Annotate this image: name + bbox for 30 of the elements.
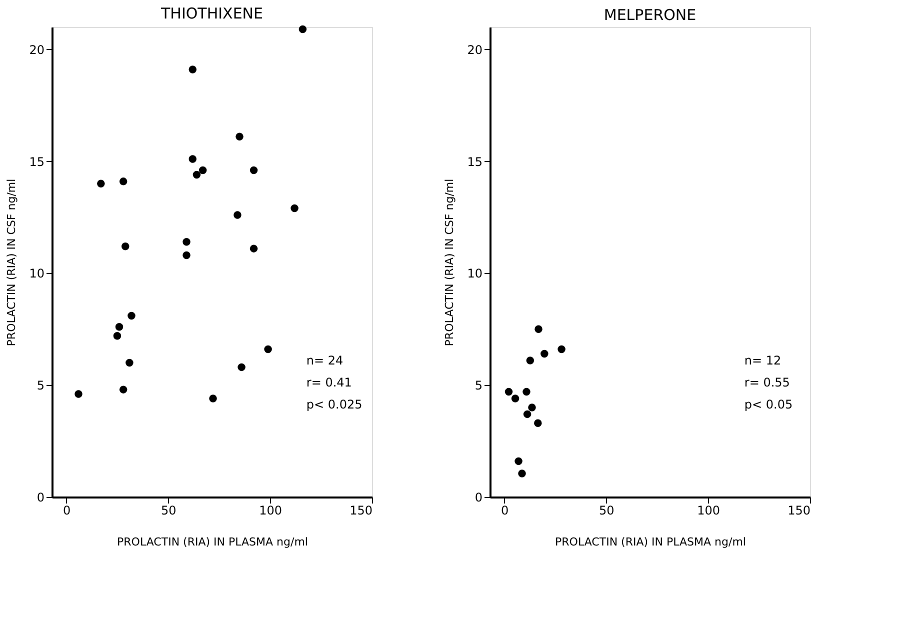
y-tick-label: 15 xyxy=(467,154,482,169)
annotation: r= 0.41 xyxy=(306,376,352,390)
y-tick-label: 5 xyxy=(474,378,482,393)
y-tick-label: 20 xyxy=(29,42,44,57)
y-tick-label: 5 xyxy=(36,378,44,393)
x-tick-label: 0 xyxy=(62,504,71,518)
y-tick-label: 0 xyxy=(474,490,482,504)
x-tick-label: 0 xyxy=(500,504,509,518)
y-tick-label: 20 xyxy=(467,42,482,57)
annotation: n= 24 xyxy=(306,354,344,368)
y-tick-label: 15 xyxy=(29,154,44,169)
x-tick-label: 100 xyxy=(697,504,720,518)
chart-title: THIOTHIXENE xyxy=(160,4,263,22)
y-axis-title: PROLACTIN (RIA) IN CSF ng/ml xyxy=(443,178,456,346)
y-tick-label: 10 xyxy=(29,266,44,281)
x-tick-label: 150 xyxy=(788,504,810,518)
annotation: n= 12 xyxy=(744,354,782,368)
x-axis-title: PROLACTIN (RIA) IN PLASMA ng/ml xyxy=(555,536,746,548)
y-axis-title: PROLACTIN (RIA) IN CSF ng/ml xyxy=(5,178,18,346)
x-axis-title: PROLACTIN (RIA) IN PLASMA ng/ml xyxy=(117,536,308,548)
x-tick-label: 50 xyxy=(161,504,176,518)
x-tick-label: 100 xyxy=(259,504,282,518)
x-tick-label: 150 xyxy=(350,504,372,518)
annotation: r= 0.55 xyxy=(744,376,790,390)
x-tick-label: 50 xyxy=(599,504,614,518)
y-tick-label: 0 xyxy=(36,490,44,504)
y-tick-label: 10 xyxy=(467,266,482,281)
annotation: p< 0.025 xyxy=(306,398,362,412)
chart-title: MELPERONE xyxy=(604,6,696,24)
annotation: p< 0.05 xyxy=(744,398,793,412)
